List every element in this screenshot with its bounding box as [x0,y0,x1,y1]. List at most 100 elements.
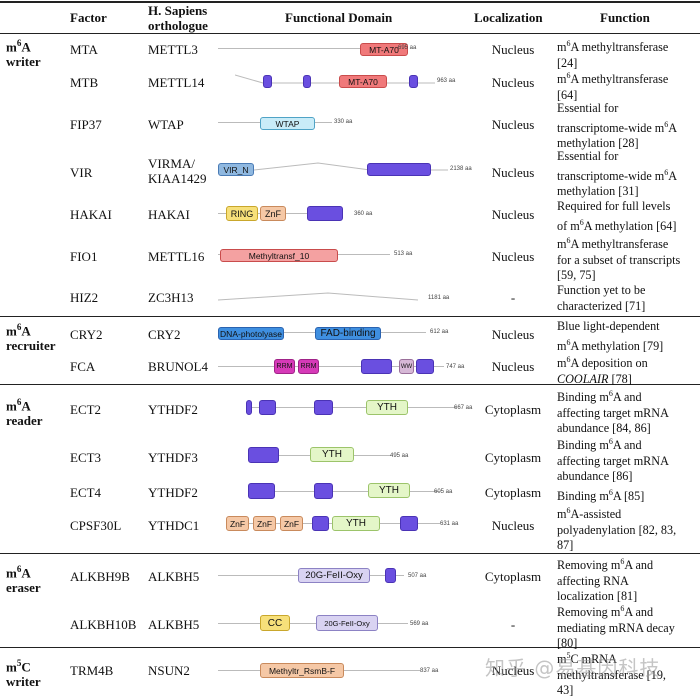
purple-domain [416,359,434,374]
domain-diagram: 20G-FeII-Oxy 507 aa [218,568,468,584]
header-factor: Factor [70,10,107,25]
function-cell: Essential for transcriptome-wide m6A met… [557,101,678,151]
header-domain: Functional Domain [285,10,393,25]
localization-cell: - [510,617,516,632]
ww-domain: WW [399,359,414,374]
purple-domain [263,75,272,88]
cc-domain: CC [260,615,290,631]
localization-cell: Cytoplasm [484,450,542,465]
yth-domain: YTH [332,516,380,531]
function-cell: Binding m6A and affecting target mRNA ab… [557,389,669,436]
ortholog-cell: ALKBH5 [148,569,200,584]
factor-cell: HIZ2 [70,290,99,305]
ortholog-cell: WTAP [148,117,184,132]
header-localization: Localization [474,10,543,25]
factor-cell: ALKBH9B [70,569,130,584]
domain-diagram: YTH 605 aa [218,483,468,500]
category-m5c-writer: m5C writer [6,658,41,690]
category-reader: m6A reader [6,397,43,429]
category-writer: m6A writer [6,38,41,70]
ortholog-cell: METTL16 [148,249,205,264]
localization-cell: Nucleus [491,207,535,222]
ortholog-cell: ALKBH5 [148,617,200,632]
ortholog-cell: YTHDC1 [148,518,200,533]
oxy-domain: 20G-FeII-Oxy [298,568,370,583]
znf-domain: ZnF [260,206,286,221]
methyltr-rsmb-domain: Methyltr_RsmB-F [260,663,344,678]
function-cell: m6A methyltransferase [64] [557,71,669,102]
ring-domain: RING [226,206,258,221]
purple-domain [303,75,311,88]
localization-cell: Nucleus [491,663,535,678]
domain-diagram: Methyltr_RsmB-F 837 aa [218,663,468,679]
factor-cell: FCA [70,359,96,374]
section-rule [0,384,700,385]
rrm-domain: RRM [274,359,295,374]
purple-domain [367,163,431,176]
factor-cell: HAKAI [70,207,112,222]
function-cell: Function yet to be characterized [71] [557,283,646,313]
ortholog-cell: HAKAI [148,207,190,222]
yth-domain: YTH [368,483,410,498]
purple-domain [259,400,276,415]
domain-diagram: MT-A70 695 aa [218,43,468,57]
factor-cell: CPSF30L [70,518,122,533]
watermark: 知乎 @易基因科技 [485,656,661,680]
znf-domain: ZnF [280,516,303,531]
localization-cell: Nucleus [491,165,535,180]
domain-diagram: CC 20G-FeII-Oxy 569 aa [218,615,468,632]
fad-binding-domain: FAD-binding [315,327,381,340]
factor-cell: MTA [70,42,98,57]
header-ortholog: H. Sapiens orthologue [148,3,208,33]
oxy-domain: 20G-FeII-Oxy [316,615,378,631]
purple-domain [400,516,418,531]
purple-domain [409,75,418,88]
factor-cell: CRY2 [70,327,103,342]
ortholog-cell: ZC3H13 [148,290,194,305]
factor-cell: VIR [70,165,93,180]
domain-diagram: RRM RRM WW 747 aa [218,359,468,375]
purple-domain [312,516,329,531]
localization-cell: Nucleus [491,75,535,90]
category-recruiter: m6A recruiter [6,322,56,354]
purple-domain [248,483,275,499]
domain-diagram: ZnF ZnF ZnF YTH 631 aa [218,516,468,532]
function-cell: Essential for transcriptome-wide m6A met… [557,149,678,199]
ortholog-cell: YTHDF3 [148,450,198,465]
purple-domain [314,400,333,415]
section-rule [0,647,700,648]
mt-a70-domain: MT-A70 [360,43,408,56]
znf-domain: ZnF [226,516,249,531]
category-eraser: m6A eraser [6,564,41,596]
factor-cell: ALKBH10B [70,617,137,632]
factor-cell: ECT2 [70,402,102,417]
ortholog-cell: METTL3 [148,42,198,57]
localization-cell: Nucleus [491,42,535,57]
vir-n-domain: VIR_N [218,163,254,176]
ortholog-cell: NSUN2 [148,663,190,678]
factor-cell: TRM4B [70,663,114,678]
domain-diagram: VIR_N 2138 aa [218,160,478,178]
section-rule [0,553,700,554]
localization-cell: Nucleus [491,359,535,374]
purple-domain [307,206,343,221]
function-cell: m6A deposition on COOLAIR [78] [557,355,648,386]
function-cell: Blue light-dependent m6A methylation [79… [557,319,664,353]
wtap-domain: WTAP [260,117,315,130]
top-rule [0,1,700,3]
localization-cell: Nucleus [491,249,535,264]
localization-cell: Nucleus [491,327,535,342]
purple-domain [314,483,333,499]
function-cell: Binding m6A and affecting target mRNA ab… [557,437,669,484]
purple-domain [246,400,252,415]
header-function: Function [600,10,650,25]
function-cell: Required for full levels of m6A methylat… [557,199,677,233]
domain-diagram: MT-A70 963 aa [235,73,475,89]
purple-domain [361,359,392,374]
factor-cell: FIP37 [70,117,102,132]
function-cell: m6A methyltransferase for a subset of tr… [557,236,681,283]
domain-diagram: YTH 667 aa [218,400,472,416]
ortholog-cell: BRUNOL4 [148,359,208,374]
dna-photolyase-domain: DNA-photolyase [218,327,284,340]
factor-cell: MTB [70,75,99,90]
